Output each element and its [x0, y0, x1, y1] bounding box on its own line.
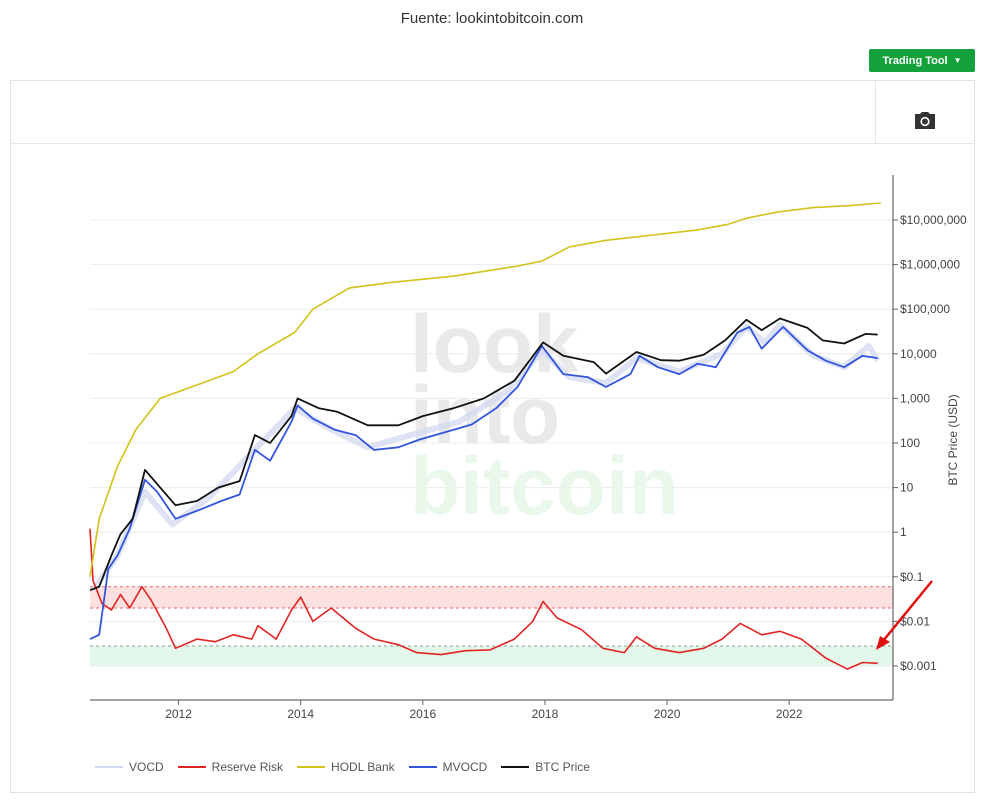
- band-0: [90, 586, 893, 608]
- watermark: look into bitcoin: [410, 299, 679, 532]
- legend-swatch: [408, 766, 437, 768]
- trading-tool-button[interactable]: Trading Tool ▼: [869, 49, 975, 72]
- series-hodl-bank: [89, 202, 881, 577]
- y-tick-label: 1: [900, 525, 907, 539]
- toolbar-separator: [875, 80, 876, 144]
- y-tick-label: $100,000: [900, 302, 950, 316]
- legend-item-reserve-risk[interactable]: Reserve Risk: [177, 760, 284, 774]
- x-tick-label: 2018: [532, 707, 559, 721]
- y-tick-label: $1,000,000: [900, 258, 960, 272]
- series-lines: [89, 202, 881, 670]
- y-tick-label: $0.01: [900, 614, 930, 628]
- y-tick-label: 1,000: [900, 391, 930, 405]
- y-axis-label: BTC Price (USD): [946, 394, 960, 485]
- source-caption: Fuente: lookintobitcoin.com: [400, 10, 584, 27]
- y-tick-label: 10: [900, 481, 914, 495]
- legend-label: BTC Price: [535, 760, 590, 774]
- x-tick-label: 2020: [654, 707, 681, 721]
- x-tick-label: 2014: [287, 707, 314, 721]
- y-tick-label: 10,000: [900, 347, 937, 361]
- chart-toolbar: [10, 80, 975, 144]
- y-tick-label: $0.001: [900, 659, 937, 673]
- legend-label: MVOCD: [442, 760, 488, 774]
- watermark-bitcoin: bitcoin: [410, 441, 679, 532]
- camera-icon[interactable]: [913, 111, 937, 131]
- y-tick-label: 100: [900, 436, 920, 450]
- legend: VOCD Reserve Risk HODL Bank MVOCD BTC Price: [95, 760, 604, 774]
- series-reserve-risk: [89, 528, 878, 670]
- legend-item-vocd[interactable]: VOCD: [95, 760, 164, 774]
- series-vocd: [90, 321, 881, 592]
- trading-tool-label: Trading Tool: [882, 54, 948, 67]
- legend-label: VOCD: [129, 760, 164, 774]
- watermark-look: look: [410, 299, 579, 390]
- legend-item-mvocd[interactable]: MVOCD: [408, 760, 488, 774]
- axes: $0.001 $0.01 $0.1 1 10 100 1,000 10,000 $100,000…: [90, 175, 967, 721]
- y-tick-label: $10,000,000: [900, 213, 967, 227]
- legend-item-btc-price[interactable]: BTC Price: [501, 760, 590, 774]
- series-mvocd: [89, 326, 878, 640]
- y-tick-label: $0.1: [900, 570, 924, 584]
- legend-swatch: [95, 766, 123, 768]
- x-tick-label: 2016: [409, 707, 436, 721]
- legend-swatch: [177, 766, 206, 768]
- x-tick-label: 2022: [776, 707, 803, 721]
- legend-swatch: [297, 766, 326, 768]
- chart-panel: [10, 80, 975, 793]
- annotation-arrow: [876, 580, 933, 650]
- legend-swatch: [501, 766, 530, 768]
- risk-bands: [90, 586, 893, 667]
- legend-label: Reserve Risk: [211, 760, 284, 774]
- series-btc-price: [89, 317, 878, 592]
- legend-label: HODL Bank: [331, 760, 395, 774]
- x-tick-label: 2012: [165, 707, 192, 721]
- legend-item-hodl-bank[interactable]: HODL Bank: [297, 760, 395, 774]
- caret-down-icon: ▼: [953, 56, 962, 65]
